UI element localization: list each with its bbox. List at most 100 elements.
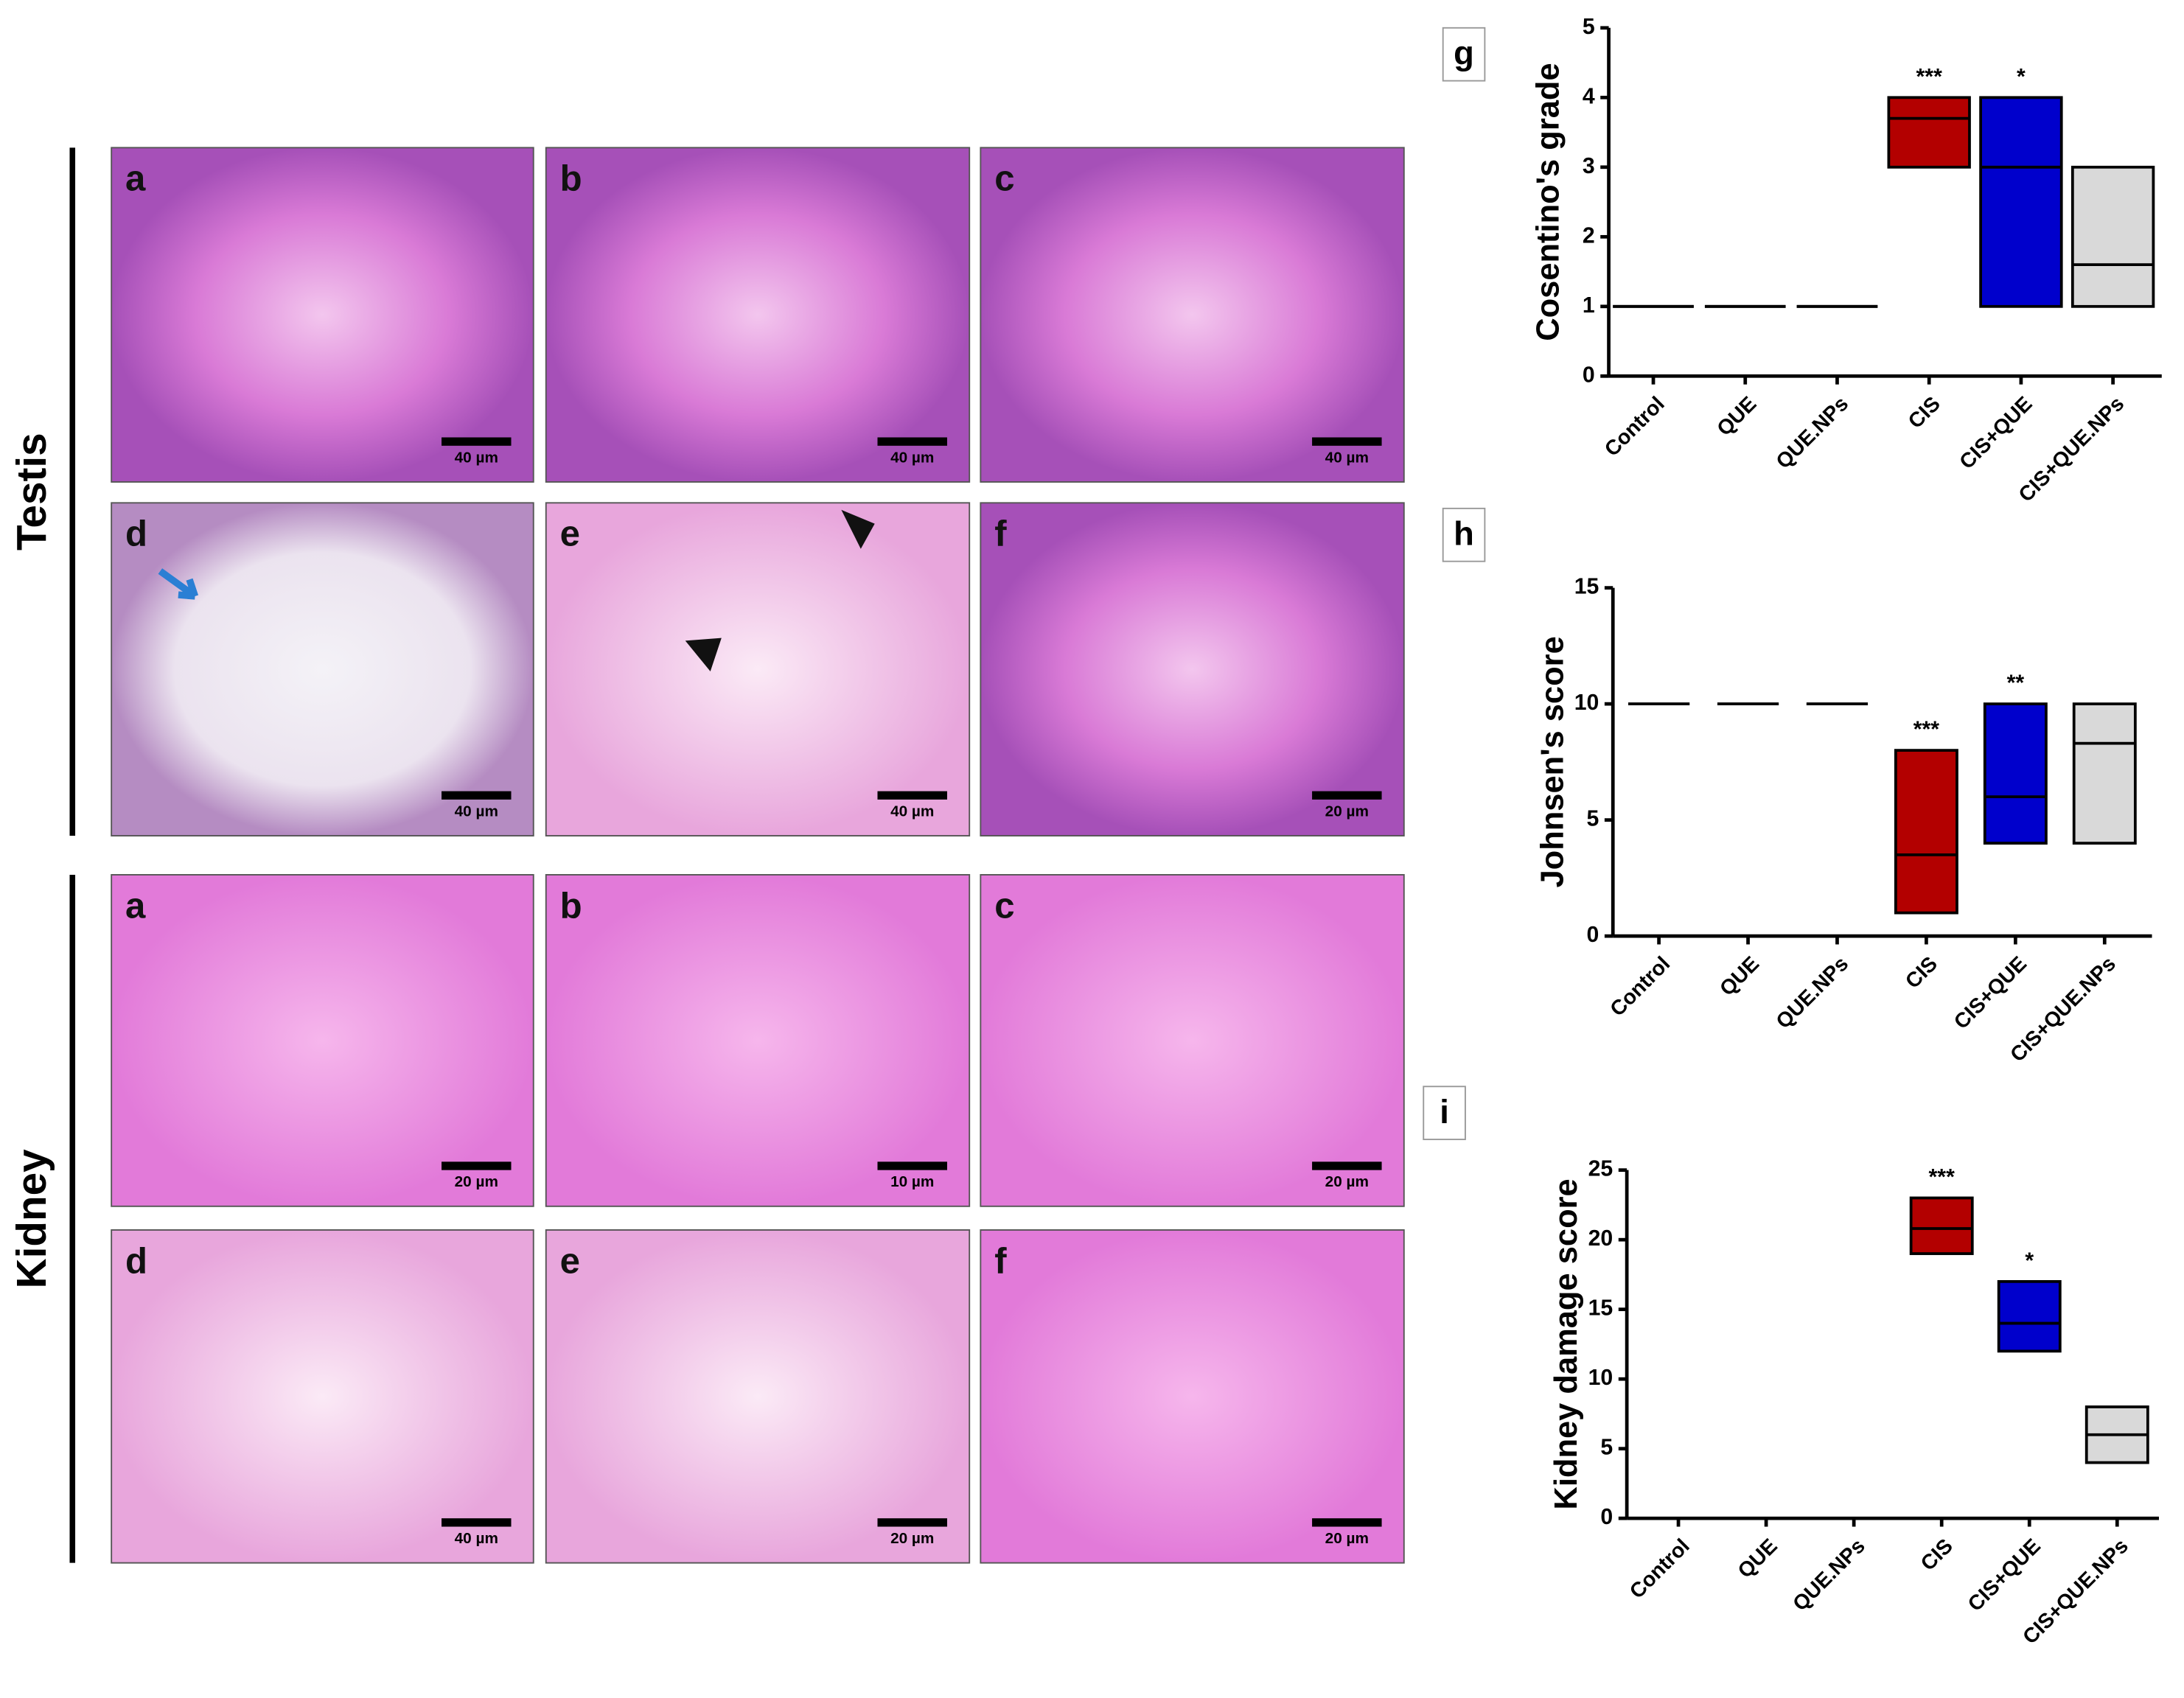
x-tick-label: QUE xyxy=(1734,1534,1782,1583)
panel-letter: a xyxy=(125,159,146,199)
scale-bar-label: 40 µm xyxy=(455,803,498,820)
x-tick-label: CIS+QUE xyxy=(1964,1534,2045,1616)
y-axis-label: Johnsen's score xyxy=(1535,636,1570,887)
box xyxy=(1894,749,1958,915)
x-tick-label: CIS+QUE xyxy=(1950,952,2031,1034)
micrograph xyxy=(980,1229,1405,1564)
significance: *** xyxy=(1929,1165,1956,1189)
scale-bar-label: 40 µm xyxy=(455,449,498,466)
panel-tag: h xyxy=(1454,515,1474,553)
scale-bar-label: 40 µm xyxy=(890,449,934,466)
micrograph xyxy=(111,1229,534,1564)
x-tick-label: QUE xyxy=(1712,392,1761,441)
scale-bar-label: 40 µm xyxy=(890,803,934,820)
micrograph xyxy=(111,147,534,483)
box xyxy=(1983,702,2048,845)
box xyxy=(2070,165,2155,308)
scale-bar xyxy=(877,1518,947,1527)
scale-bar xyxy=(442,1518,512,1527)
arrow xyxy=(158,568,199,600)
y-tick-label: 0 xyxy=(1587,923,1599,947)
y-tick-label: 3 xyxy=(1583,154,1595,178)
scale-bar-label: 40 µm xyxy=(455,1530,498,1547)
y-tick-label: 20 xyxy=(1588,1226,1613,1251)
x-tick-label: CIS xyxy=(1904,392,1945,433)
x-tick-label: QUE.NPs xyxy=(1788,1534,1870,1616)
y-tick-label: 5 xyxy=(1600,1436,1613,1460)
box xyxy=(1887,96,1971,169)
x-tick-label: QUE xyxy=(1715,952,1764,1001)
scale-bar-label: 20 µm xyxy=(455,1173,498,1190)
panel-tag-box xyxy=(1423,1086,1466,1141)
panel-tag-box xyxy=(1442,507,1486,562)
y-tick-label: 10 xyxy=(1574,691,1599,715)
x-tick-label: CIS xyxy=(1916,1534,1958,1576)
micrograph xyxy=(545,1229,971,1564)
y-tick-label: 15 xyxy=(1574,575,1599,599)
micrograph xyxy=(545,147,971,483)
panel-letter: e xyxy=(560,1241,580,1281)
scale-bar-label: 40 µm xyxy=(1325,449,1369,466)
x-tick-label: QUE.NPs xyxy=(1771,392,1853,474)
panel-letter: c xyxy=(994,886,1014,926)
y-tick-label: 2 xyxy=(1583,223,1595,248)
panel-letter: e xyxy=(560,514,580,554)
significance: ** xyxy=(2007,671,2025,696)
micrograph xyxy=(111,502,534,836)
scale-bar xyxy=(442,791,512,800)
arrowhead xyxy=(841,509,875,549)
y-tick-label: 1 xyxy=(1583,293,1595,318)
scale-bar-label: 20 µm xyxy=(890,1530,934,1547)
x-tick-label: CIS+QUE xyxy=(1955,392,2037,474)
micrograph xyxy=(111,874,534,1207)
y-tick-label: 5 xyxy=(1587,807,1599,831)
y-tick-label: 5 xyxy=(1583,15,1595,39)
micrograph xyxy=(980,147,1405,483)
panel-letter: d xyxy=(125,514,147,554)
panel-letter: b xyxy=(560,886,582,926)
arrowhead xyxy=(685,637,722,672)
scale-bar xyxy=(1312,1518,1382,1527)
scale-bar xyxy=(877,791,947,800)
panel-tag: i xyxy=(1440,1093,1449,1131)
panel-letter: f xyxy=(994,1241,1007,1281)
panel-letter: f xyxy=(994,514,1007,554)
x-tick-label: QUE.NPs xyxy=(1771,952,1853,1034)
box xyxy=(1997,1279,2062,1353)
scale-bar xyxy=(1312,1161,1382,1170)
scale-bar xyxy=(442,1161,512,1170)
micrograph xyxy=(545,502,971,836)
scale-bar xyxy=(442,437,512,446)
scale-bar xyxy=(877,437,947,446)
significance: *** xyxy=(1913,718,1940,742)
scale-bar-label: 20 µm xyxy=(1325,1173,1369,1190)
y-tick-label: 0 xyxy=(1583,363,1595,387)
panel-letter: b xyxy=(560,159,582,199)
x-tick-label: Control xyxy=(1625,1534,1695,1604)
panel-letter: c xyxy=(994,159,1014,199)
significance: *** xyxy=(1916,65,1943,89)
row-label: Kidney xyxy=(9,1149,55,1288)
scale-bar-label: 20 µm xyxy=(1325,1530,1369,1547)
box xyxy=(1909,1196,1974,1255)
y-tick-label: 25 xyxy=(1588,1157,1613,1181)
significance: * xyxy=(2017,65,2026,89)
panel-letter: a xyxy=(125,886,146,926)
x-tick-label: CIS xyxy=(1901,952,1942,993)
panel-tag: g xyxy=(1454,35,1474,72)
y-tick-label: 10 xyxy=(1588,1366,1613,1390)
y-tick-label: 15 xyxy=(1588,1296,1613,1321)
scale-bar xyxy=(877,1161,947,1170)
y-tick-label: 0 xyxy=(1600,1505,1613,1529)
micrograph xyxy=(980,502,1405,836)
scale-bar xyxy=(1312,437,1382,446)
scale-bar-label: 20 µm xyxy=(1325,803,1369,820)
x-tick-label: Control xyxy=(1605,952,1675,1021)
micrograph xyxy=(545,874,971,1207)
x-tick-label: Control xyxy=(1600,392,1670,461)
panel-letter: d xyxy=(125,1241,147,1281)
significance: * xyxy=(2025,1248,2034,1273)
scale-bar xyxy=(1312,791,1382,800)
scale-bar-label: 10 µm xyxy=(890,1173,934,1190)
row-label: Testis xyxy=(9,433,55,551)
